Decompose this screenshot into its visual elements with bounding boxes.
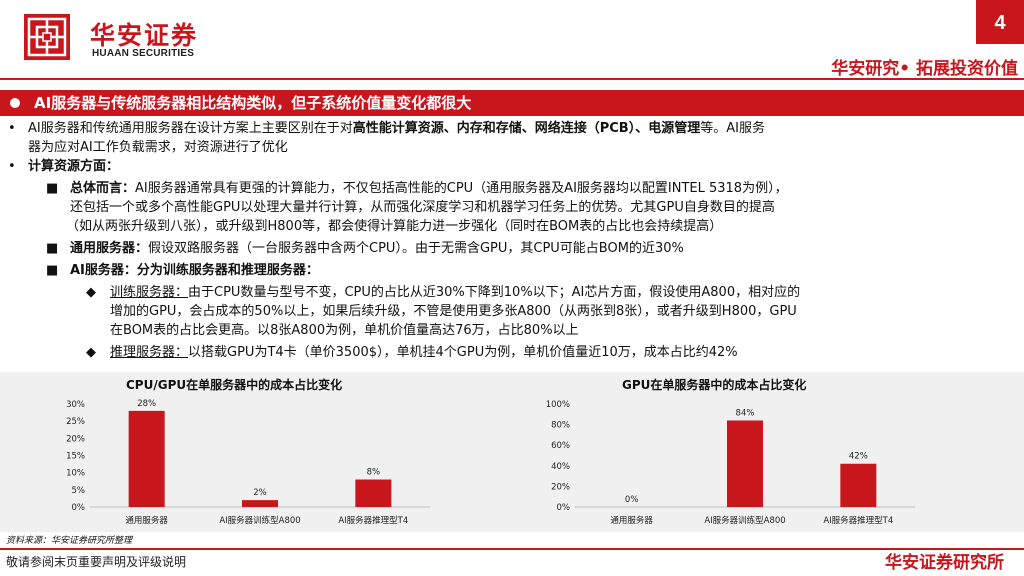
cpu-gpu-cost-share-chart: 0% 5% 10% 15% 20% 25% 30% 28% 通用服务器 2% AI服务器训练型A80… xyxy=(66,399,430,526)
bar xyxy=(727,420,763,507)
disclaimer-text: 敬请参阅末页重要声明及评级说明 xyxy=(6,555,187,569)
bar xyxy=(242,500,278,507)
huaan-logo-icon xyxy=(24,14,70,60)
data-label: 28% xyxy=(137,399,156,409)
sub-item-1-line-1: ■ 总体而言：AI服务器通常具有更强的计算能力，不仅包括高性能的CPU（通用服务器… xyxy=(46,179,788,198)
bullet-dot-icon xyxy=(10,98,20,108)
inference-server-label: 推理服务器： xyxy=(110,345,189,360)
y-tick-label: 20% xyxy=(66,434,85,444)
y-tick-label: 0% xyxy=(72,503,86,513)
y-tick-label: 25% xyxy=(66,417,85,427)
y-tick-label: 10% xyxy=(66,469,85,479)
data-label: 2% xyxy=(253,488,267,498)
paragraph-1-line-1: • AI服务器和传统通用服务器在设计方案上主要区别在于对高性能计算资源、内存和存储… xyxy=(8,119,765,138)
x-tick-label: AI服务器训练型A800 xyxy=(704,515,785,526)
chart-2-title: GPU在单服务器中的成本占比变化 xyxy=(622,378,807,392)
paragraph-2: • 计算资源方面： xyxy=(8,157,119,176)
y-tick-label: 30% xyxy=(66,400,85,410)
y-tick-label: 5% xyxy=(72,486,86,496)
page-number: 4 xyxy=(976,0,1024,44)
data-label: 84% xyxy=(736,408,755,418)
x-tick-label: 通用服务器 xyxy=(125,515,168,526)
p1-text-bold: 高性能计算资源、内存和存储、网络连接（PCB）、电源管理 xyxy=(352,121,701,136)
inference-server-text: 以搭载GPU为T4卡（单价3500$），单机挂4个GPU为例，单机价值量近10万… xyxy=(188,345,738,360)
bullet-marker: • xyxy=(8,159,16,174)
logo-english-text: HUAAN SECURITIES xyxy=(92,48,195,59)
training-server-label: 训练服务器： xyxy=(110,285,189,300)
square-bullet-icon: ■ xyxy=(46,181,59,196)
p2-text: 计算资源方面： xyxy=(28,159,120,174)
logo-chinese-text: 华安证券 xyxy=(90,21,199,50)
square-bullet-icon: ■ xyxy=(46,241,59,256)
x-tick-label: AI服务器训练型A800 xyxy=(219,515,300,526)
x-tick-label: AI服务器推理型T4 xyxy=(338,515,408,526)
y-tick-label: 60% xyxy=(551,441,570,451)
p1-text-c: 等。AI服务 xyxy=(700,121,765,136)
y-tick-label: 100% xyxy=(546,400,570,410)
inference-server-line: ◆ 推理服务器：以搭载GPU为T4卡（单价3500$），单机挂4个GPU为例，单机… xyxy=(86,343,738,362)
body-content: • AI服务器和传统通用服务器在设计方案上主要区别在于对高性能计算资源、内存和存储… xyxy=(0,119,1024,369)
diamond-bullet-icon: ◆ xyxy=(86,345,96,360)
header-divider xyxy=(0,78,1024,80)
sub-item-2: ■ 通用服务器：假设双路服务器（一台服务器中含两个CPU）。由于无需含GPU，其C… xyxy=(46,239,684,258)
footer-divider xyxy=(0,548,1024,550)
header-slogan: 华安研究• 拓展投资价值 xyxy=(831,59,1018,79)
sub-item-1-line-3: （如从两张升级到八张），或升级到H800等，都会使得计算能力进一步强化（同时在B… xyxy=(66,219,723,234)
source-note: 资料来源：华安证券研究所整理 xyxy=(6,536,133,546)
sub-item-3-label: AI服务器：分为训练服务器和推理服务器： xyxy=(70,263,319,278)
training-server-line-3: 在BOM表的占比会更高。以8张A800为例，单机价值量高达76万，占比80%以上 xyxy=(110,323,579,338)
bar xyxy=(355,479,392,507)
gpu-cost-share-chart: 0% 20% 40% 60% 80% 100% 0% 通用服务器 84% AI服务器训练型A800… xyxy=(546,400,915,526)
y-tick-label: 15% xyxy=(66,452,85,462)
y-tick-label: 20% xyxy=(551,482,570,492)
footer-brand: 华安证券研究所 xyxy=(885,553,1004,573)
bullet-marker: • xyxy=(8,121,16,136)
bar xyxy=(128,410,165,507)
y-tick-label: 0% xyxy=(557,503,571,513)
y-tick-label: 80% xyxy=(551,421,570,431)
section-title: AI服务器与传统服务器相比结构类似，但子系统价值量变化都很大 xyxy=(34,94,472,112)
section-title-bar: AI服务器与传统服务器相比结构类似，但子系统价值量变化都很大 xyxy=(0,90,1024,116)
sub-item-1-label: 总体而言： xyxy=(70,181,136,196)
data-label: 8% xyxy=(367,468,381,478)
paragraph-1-line-2: 器为应对AI工作负载需求，对资源进行了优化 xyxy=(28,140,288,155)
y-tick-label: 40% xyxy=(551,462,570,472)
training-server-line-1: ◆ 训练服务器：由于CPU数量与型号不变，CPU的占比从近30%下降到10%以下；… xyxy=(86,283,800,302)
data-label: 42% xyxy=(849,452,868,462)
sub-item-1-text-1: AI服务器通常具有更强的计算能力，不仅包括高性能的CPU（通用服务器及AI服务器… xyxy=(135,181,788,196)
x-tick-label: AI服务器推理型T4 xyxy=(823,515,893,526)
training-server-text-1: 由于CPU数量与型号不变，CPU的占比从近30%下降到10%以下；AI芯片方面，… xyxy=(188,285,801,300)
chart-1-title: CPU/GPU在单服务器中的成本占比变化 xyxy=(126,378,343,392)
diamond-bullet-icon: ◆ xyxy=(86,285,96,300)
training-server-line-2: 增加的GPU，会占成本的50%以上，如果后续升级，不管是使用更多张A800（从两… xyxy=(110,304,797,319)
p1-text-a: AI服务器和传统通用服务器在设计方案上主要区别在于对 xyxy=(28,121,353,136)
x-tick-label: 通用服务器 xyxy=(610,515,653,526)
square-bullet-icon: ■ xyxy=(46,263,59,278)
sub-item-2-text: 假设双路服务器（一台服务器中含两个CPU）。由于无需含GPU，其CPU可能占BO… xyxy=(148,241,684,256)
sub-item-1-line-2: 还包括一个或多个高性能GPU以处理大量并行计算，从而强化深度学习和机器学习任务上… xyxy=(70,200,775,215)
sub-item-2-label: 通用服务器： xyxy=(70,241,149,256)
data-label: 0% xyxy=(625,495,639,505)
sub-item-3: ■ AI服务器：分为训练服务器和推理服务器： xyxy=(46,261,319,280)
header: 华安证券 HUAAN SECURITIES 4 华安研究• 拓展投资价值 xyxy=(0,0,1024,92)
bar xyxy=(840,463,877,507)
